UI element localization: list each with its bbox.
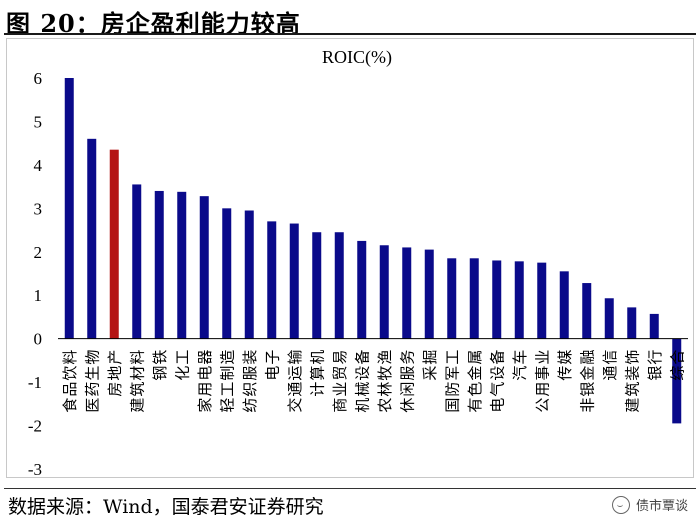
- category-label: 商业贸易: [331, 349, 349, 413]
- y-tick-label: 2: [34, 243, 43, 262]
- bars-group: [64, 78, 682, 424]
- category-label: 综合: [669, 349, 687, 381]
- bar-4: [154, 190, 164, 339]
- bar-11: [312, 232, 322, 339]
- category-label: 休闲服务: [399, 349, 417, 413]
- y-tick-label: 5: [34, 112, 43, 131]
- source-note: 数据来源：Wind，国泰君安证券研究: [8, 496, 324, 518]
- bar-5: [177, 191, 187, 339]
- category-label: 建筑装饰: [624, 349, 642, 413]
- category-label: 化工: [174, 349, 192, 381]
- bar-3: [132, 184, 142, 339]
- bar-21: [537, 262, 547, 339]
- watermark: 债市覃谈: [611, 495, 688, 514]
- y-tick-label: 0: [34, 330, 43, 349]
- bar-18: [469, 258, 479, 339]
- y-tick-label: 3: [34, 199, 43, 218]
- y-tick-label: -2: [28, 417, 42, 436]
- category-label: 建筑材料: [129, 349, 147, 413]
- bar-16: [424, 249, 434, 339]
- category-label: 纺织服装: [241, 349, 259, 413]
- category-label: 非银金融: [579, 349, 597, 413]
- y-tick-label: 6: [34, 69, 43, 88]
- category-label: 房地产: [106, 349, 124, 397]
- category-label: 农林牧渔: [376, 349, 394, 413]
- y-tick-label: -1: [28, 373, 42, 392]
- category-label: 机械设备: [354, 349, 372, 413]
- category-label: 医药生物: [84, 349, 102, 413]
- category-label: 国防军工: [444, 349, 462, 413]
- bar-23: [582, 283, 592, 339]
- x-axis-labels: 食品饮料 医药生物 房地产 建筑材料 钢铁 化工 家用电器 轻工制造 纺织服装 电子 交通运输 计算机…: [61, 349, 687, 413]
- bar-13: [357, 240, 367, 339]
- bar-17: [447, 258, 457, 339]
- category-label: 轻工制造: [219, 349, 237, 413]
- y-tick-label: 1: [34, 286, 43, 305]
- bar-1: [87, 138, 97, 339]
- watermark-text: 债市覃谈: [635, 499, 688, 514]
- category-label: 家用电器: [196, 349, 214, 413]
- bar-26: [649, 313, 659, 339]
- bar-14: [379, 245, 389, 339]
- category-label: 交通运输: [286, 349, 304, 413]
- bar-9: [267, 221, 277, 339]
- y-axis: -3 -2 -1 0 1 2 3 4 5 6: [28, 69, 43, 479]
- category-label: 传媒: [556, 349, 574, 381]
- chart-title: ROIC(%): [322, 47, 392, 68]
- category-label: 银行: [646, 349, 664, 381]
- bar-7: [222, 208, 232, 339]
- bar-2: [109, 149, 119, 339]
- bar-0: [64, 78, 74, 339]
- category-label: 计算机: [309, 349, 327, 397]
- bar-15: [402, 247, 412, 339]
- category-label: 电气设备: [489, 349, 507, 413]
- chart-frame: [6, 38, 694, 478]
- category-label: 汽车: [511, 349, 529, 381]
- bar-19: [492, 260, 502, 339]
- y-tick-label: 4: [34, 156, 43, 175]
- category-label: 电子: [264, 349, 282, 381]
- category-label: 食品饮料: [61, 349, 79, 413]
- bar-8: [244, 210, 254, 339]
- bar-10: [289, 223, 299, 339]
- category-label: 钢铁: [151, 349, 169, 381]
- bar-20: [514, 261, 524, 339]
- y-tick-label: -3: [28, 460, 42, 479]
- bar-24: [604, 298, 614, 339]
- title-divider: [4, 33, 696, 35]
- category-label: 采掘: [421, 349, 439, 381]
- footer-divider: [4, 488, 696, 489]
- bar-12: [334, 232, 344, 339]
- bar-6: [199, 196, 209, 339]
- category-label: 通信: [601, 349, 619, 381]
- bar-25: [627, 307, 637, 339]
- wechat-icon: [611, 495, 630, 514]
- category-label: 有色金属: [466, 349, 484, 413]
- bar-27: [672, 338, 682, 424]
- category-label: 公用事业: [534, 349, 552, 413]
- bar-22: [559, 271, 569, 339]
